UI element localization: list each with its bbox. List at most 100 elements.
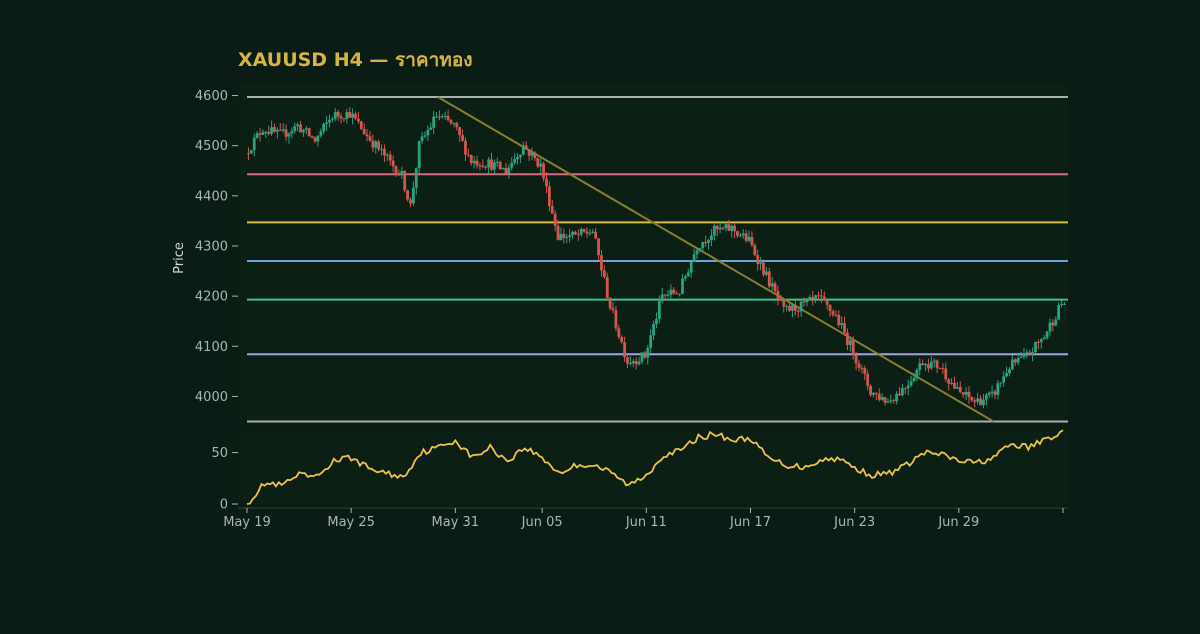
candle-body (741, 233, 745, 236)
candle-body (733, 225, 736, 232)
candle-body (779, 298, 783, 301)
horizontal-levels (247, 96, 1068, 423)
candle-body (1042, 337, 1046, 340)
candle-body (1016, 358, 1020, 363)
candle-body (1039, 339, 1043, 343)
candle-body (368, 136, 372, 141)
candle-body (247, 153, 250, 155)
candle-body (1025, 352, 1029, 354)
candle-body (1031, 352, 1035, 355)
x-tick-label: May 25 (327, 515, 375, 530)
candle-body (695, 250, 699, 255)
candle-body (304, 128, 308, 130)
candle-body (837, 314, 841, 326)
candle-body (461, 135, 464, 141)
candle-body (446, 115, 450, 121)
candle-body (637, 361, 641, 365)
price-panel-bg (238, 83, 1068, 424)
candle-body (1028, 352, 1032, 355)
candle-body (281, 129, 285, 131)
candle-body (973, 400, 977, 402)
candle-body (354, 113, 357, 119)
candle-body (550, 205, 554, 214)
candle-body (278, 129, 282, 131)
y-tick-label: 4500 (195, 139, 228, 154)
candle-body (475, 160, 479, 166)
x-ticks: May 19 May 25 May 31 Jun 05 Jun 11 Jun 17 Jun … (223, 508, 1064, 530)
candle-body (979, 398, 982, 406)
candle-body (264, 131, 268, 133)
candle-body (675, 293, 679, 295)
candle-body (545, 178, 548, 187)
candle-body (267, 131, 271, 134)
candle-body (423, 135, 427, 137)
candle-body (1045, 331, 1049, 338)
candle-body (420, 136, 424, 141)
candle-body (929, 361, 933, 369)
candle-body (993, 391, 997, 395)
candle-body (646, 347, 650, 358)
candle-body (773, 283, 777, 292)
candle-body (472, 160, 476, 164)
candle-body (817, 295, 820, 297)
candle-body (825, 300, 829, 305)
candle-body (944, 368, 948, 380)
candle-body (634, 361, 638, 365)
candle-body (840, 323, 844, 326)
candle-body (452, 123, 456, 125)
candle-body (767, 271, 771, 287)
x-tick-label: Jun 29 (937, 515, 979, 530)
candle-body (776, 291, 780, 299)
y-tick-label: 4600 (195, 89, 228, 104)
candle-body (874, 392, 878, 394)
candle-body (970, 397, 974, 401)
candle-body (585, 231, 589, 234)
candle-body (539, 163, 543, 167)
candle-body (1022, 353, 1026, 357)
trendline-layer (437, 96, 995, 423)
candle-body (987, 392, 991, 395)
candle-body (249, 149, 253, 154)
candle-body (935, 360, 939, 368)
candle-body (333, 111, 337, 119)
candle-body (750, 237, 754, 246)
candle-body (736, 231, 739, 236)
candle-body (542, 163, 545, 179)
candle-body (770, 283, 774, 287)
candle-body (533, 152, 537, 159)
candle-body (519, 154, 522, 158)
candle-body (707, 240, 710, 243)
candle-body (325, 122, 328, 124)
candle-body (507, 167, 511, 174)
candle-body (886, 401, 890, 403)
candle-body (490, 159, 493, 170)
candle-body (348, 111, 352, 118)
candle-body (846, 332, 849, 346)
candle-body (1048, 322, 1052, 332)
candle-body (342, 118, 346, 120)
candle-body (261, 132, 265, 135)
candle-body (302, 129, 305, 133)
candle-body (681, 278, 684, 294)
candle-body (851, 340, 855, 356)
candle-body (568, 235, 572, 237)
candle-body (394, 166, 398, 175)
candle-body (316, 135, 320, 142)
candle-body (793, 304, 797, 311)
candle-body (643, 352, 647, 358)
candle-body (336, 111, 340, 117)
candle-body (759, 262, 763, 264)
candle-body (869, 386, 872, 395)
x-tick-label: May 31 (432, 515, 480, 530)
candle-body (513, 159, 517, 163)
candle-body (721, 227, 725, 229)
candle-body (359, 121, 363, 130)
candle-body (374, 141, 378, 148)
candle-body (594, 231, 598, 239)
x-tick-label: Jun 17 (729, 515, 771, 530)
candle-body (614, 309, 618, 329)
candle-body (961, 392, 965, 395)
candle-body (371, 140, 375, 148)
candle-body (1060, 303, 1063, 305)
y-tick-label: 4300 (195, 239, 228, 254)
